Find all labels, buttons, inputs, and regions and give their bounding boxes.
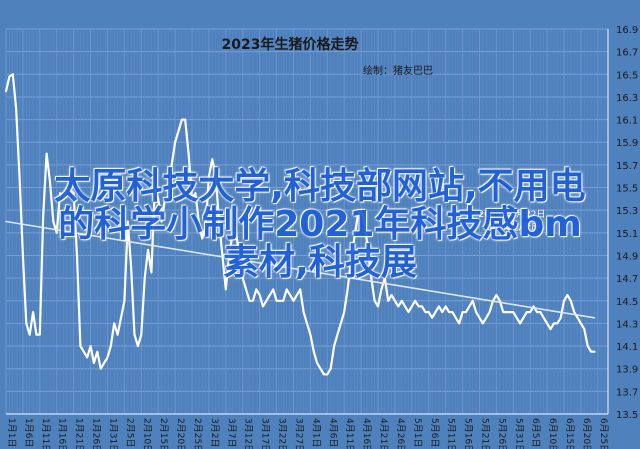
y-tick-label: 15.7 (616, 161, 638, 172)
y-tick-label: 15.9 (616, 138, 638, 149)
x-tick-label: 1月21日 (74, 418, 85, 449)
x-tick-label: 1月11日 (40, 418, 51, 449)
chart-grid (5, 28, 608, 415)
x-tick-label: 3月7日 (226, 418, 237, 447)
y-tick-label: 15.3 (616, 206, 638, 217)
x-tick-label: 5月31日 (513, 418, 524, 449)
x-tick-label: 2月25日 (192, 418, 203, 449)
x-axis: 1月1日 1月6日 1月11日 1月16日 1月21日 1月26日 1月31日 2月5日 2月1… (6, 413, 609, 449)
x-tick-label: 6月5日 (530, 418, 541, 447)
x-tick-label: 4月6日 (327, 418, 338, 447)
x-tick-label: 1月26日 (91, 418, 102, 449)
y-tick-label: 14.1 (616, 342, 638, 353)
x-tick-label: 4月21日 (378, 418, 389, 449)
x-tick-label: 3月2日 (209, 418, 220, 447)
y-tick-label: 16.9 (616, 25, 638, 36)
x-tick-label: 6月20日 (581, 418, 592, 449)
y-tick-label: 14.5 (616, 297, 638, 308)
x-tick-label: 5月26日 (496, 418, 507, 449)
x-tick-label: 2月10日 (141, 418, 152, 449)
x-tick-label: 5月21日 (479, 418, 490, 449)
x-tick-label: 1月16日 (57, 418, 68, 449)
x-tick-label: 6月15日 (564, 418, 575, 449)
chart-subtitle: 绘制：猪友巴巴 (363, 64, 433, 77)
x-tick-label: 4月1日 (310, 418, 321, 447)
y-tick-label: 16.5 (616, 70, 638, 81)
x-tick-label: 2月20日 (175, 418, 186, 449)
x-tick-label: 3月12日 (243, 418, 254, 449)
series-layer (4, 73, 596, 376)
trend-line (5, 220, 596, 319)
x-tick-label: 3月22日 (277, 418, 288, 449)
x-tick-label: 2月15日 (158, 418, 169, 449)
chart-title: 2023年生猪价格走势 (222, 36, 359, 53)
y-tick-label: 14.7 (616, 274, 638, 285)
x-tick-label: 5月16日 (463, 418, 474, 449)
y-tick-label: 14.9 (616, 251, 638, 262)
x-tick-label: 2月5日 (124, 418, 135, 447)
x-tick-label: 5月11日 (446, 418, 457, 449)
x-tick-label: 1月1日 (6, 418, 17, 447)
last-point-annotation-value: 14.04元/公斤 (484, 222, 540, 233)
x-tick-label: 4月16日 (361, 418, 372, 449)
y-tick-label: 15.5 (616, 184, 638, 195)
x-tick-label: 1月6日 (23, 418, 34, 447)
last-point-annotation: 2023年6月22日 (478, 208, 545, 220)
y-tick-label: 15.1 (616, 229, 638, 240)
y-axis: 16.9 16.7 16.5 16.3 16.1 15.9 15.7 15.5 15.3 15.1… (607, 25, 638, 421)
price-series-line (4, 73, 596, 376)
x-tick-label: 6月25日 (598, 418, 609, 449)
x-tick-label: 5月6日 (429, 418, 440, 447)
x-tick-label: 4月11日 (344, 418, 355, 449)
x-tick-label: 3月17日 (260, 418, 271, 449)
y-tick-label: 13.9 (616, 365, 638, 376)
y-tick-label: 16.3 (616, 93, 638, 104)
x-tick-label: 6月10日 (547, 418, 558, 449)
y-tick-label: 16.1 (616, 116, 638, 127)
x-tick-label: 4月26日 (395, 418, 406, 449)
y-tick-label: 14.3 (616, 319, 638, 330)
y-tick-label: 16.7 (616, 48, 638, 59)
x-tick-label: 3月27日 (293, 418, 304, 449)
x-tick-label: 5月1日 (412, 418, 423, 447)
y-tick-label: 13.7 (616, 387, 638, 398)
x-tick-label: 1月31日 (107, 418, 118, 449)
y-tick-label: 13.5 (616, 410, 638, 421)
